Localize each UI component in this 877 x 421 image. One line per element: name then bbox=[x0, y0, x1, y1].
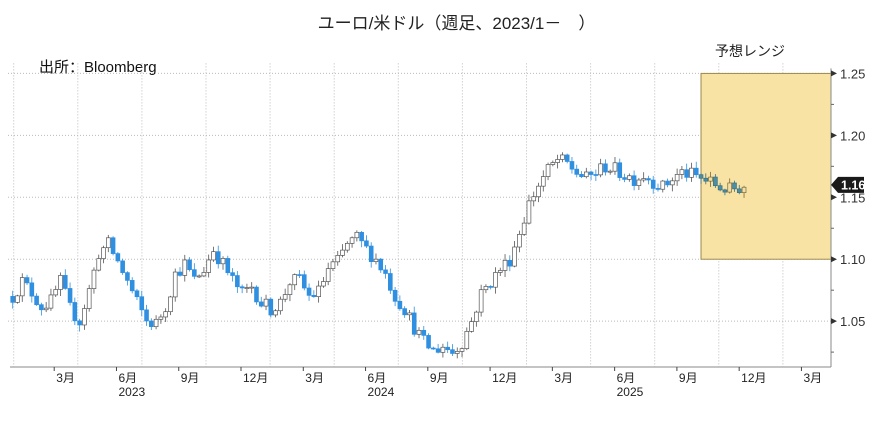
svg-text:3月: 3月 bbox=[305, 371, 324, 385]
svg-text:1.25: 1.25 bbox=[840, 66, 865, 81]
svg-text:9月: 9月 bbox=[430, 371, 449, 385]
svg-text:3月: 3月 bbox=[56, 371, 75, 385]
svg-text:1.16: 1.16 bbox=[841, 178, 865, 192]
svg-text:12月: 12月 bbox=[243, 371, 268, 385]
svg-text:予想レンジ: 予想レンジ bbox=[715, 43, 785, 59]
svg-text:1.05: 1.05 bbox=[840, 314, 865, 329]
svg-text:6月: 6月 bbox=[118, 371, 137, 385]
svg-text:9月: 9月 bbox=[679, 371, 698, 385]
svg-text:3月: 3月 bbox=[554, 371, 573, 385]
svg-text:3月: 3月 bbox=[803, 371, 822, 385]
svg-text:2023: 2023 bbox=[118, 385, 145, 399]
svg-text:1.20: 1.20 bbox=[840, 128, 865, 143]
svg-text:2025: 2025 bbox=[617, 385, 644, 399]
svg-text:12月: 12月 bbox=[492, 371, 517, 385]
svg-text:2024: 2024 bbox=[368, 385, 395, 399]
svg-text:6月: 6月 bbox=[368, 371, 387, 385]
svg-text:1.10: 1.10 bbox=[840, 252, 865, 267]
svg-text:12月: 12月 bbox=[741, 371, 766, 385]
svg-text:9月: 9月 bbox=[181, 371, 200, 385]
svg-text:6月: 6月 bbox=[617, 371, 636, 385]
